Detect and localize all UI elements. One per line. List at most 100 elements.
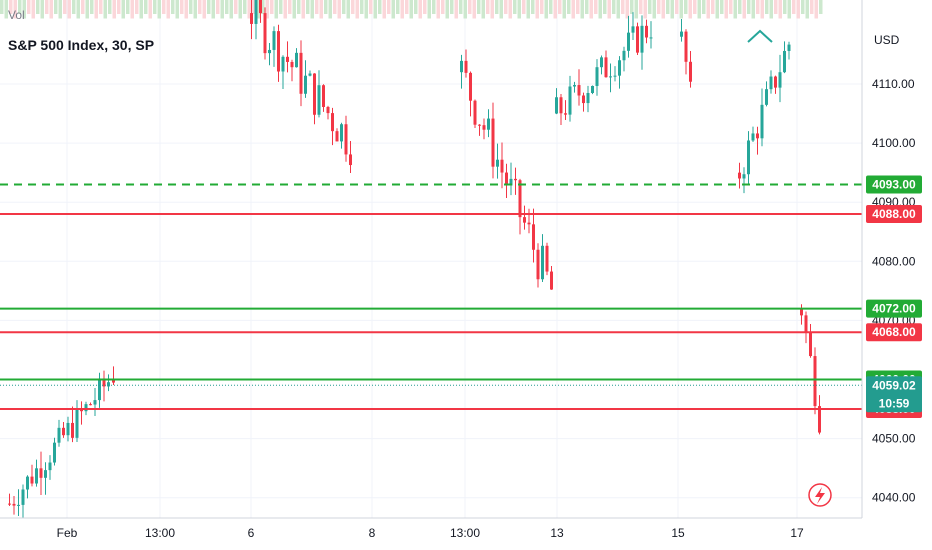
y-tick-label: 4050.00 [872,432,916,446]
candle-body [559,97,563,114]
volume-bar [517,0,521,19]
volume-bar [90,0,94,14]
volume-bar [252,0,256,14]
volume-bar [702,0,706,14]
volume-bar [580,0,584,19]
price-axis-background [862,0,932,518]
volume-bar [436,0,440,19]
candle-body [742,174,746,179]
candle-body [84,404,88,412]
volume-bar [801,0,805,14]
volume-bar [693,0,697,14]
candle-body [487,118,490,130]
candle-body [107,382,110,387]
volume-bar [333,0,337,14]
level-tag-label: 4068.00 [872,325,916,339]
volume-bar [130,0,134,19]
volume-bar [787,0,791,19]
candle-body [286,56,289,62]
volume-bar [126,0,130,14]
volume-bar [783,0,787,14]
level-tag-label: 4088.00 [872,207,916,221]
volume-bar [571,0,575,19]
candle-body [317,85,321,115]
volume-bar [63,0,67,14]
volume-bar [85,0,89,19]
candle-body [17,504,20,506]
volume-bar [594,0,598,14]
candle-body [112,379,115,383]
price-tags: 4093.004088.004072.004068.004060.004055.… [866,175,922,419]
volume-bar [427,0,431,19]
volume-bar [234,0,238,14]
time-axis[interactable]: Feb 13:00 6 8 13:00 13 15 17 [0,517,862,540]
candle-body [751,133,755,141]
candle-body [627,32,630,51]
candle-body [595,67,599,86]
volume-bar [648,0,652,14]
volume-bar [661,0,665,19]
volume-bar [391,0,395,19]
volume-bar [166,0,170,19]
volume-bar [526,0,530,19]
candle-body [804,315,808,333]
candle-body [818,406,821,433]
grid [0,0,862,518]
volume-bar [733,0,737,19]
candle-body [62,427,65,436]
volume-bar [490,0,494,19]
candle-body [313,73,316,115]
candle-body [44,470,47,478]
volume-bar [481,0,485,19]
candle-body [550,271,553,290]
volume-bar [472,0,476,19]
volume-bar [261,0,265,14]
volume-bar [621,0,625,14]
volume-bar [711,0,715,14]
volume-bar [769,0,773,19]
volume-bar [288,0,292,14]
volume-bar [256,0,260,19]
bar-countdown-label: 10:59 [879,396,910,410]
chart-header: Vol S&P 500 Index, 30, SP [8,8,154,53]
candle-body [591,85,594,93]
candle-body [250,13,253,24]
volume-bar [652,0,656,19]
volume-bar [306,0,310,14]
volume-bar [67,0,71,19]
candle-body [263,13,267,54]
volume-bar [765,0,769,14]
volume-bar [207,0,211,14]
volume-bar [283,0,287,19]
volume-bar [684,0,688,14]
volume-bar [198,0,202,14]
horizontal-levels[interactable] [0,183,862,411]
candle-body [800,308,803,316]
volume-bar [468,0,472,14]
volume-bar [148,0,152,19]
candle-body [738,172,741,179]
candle-body [756,133,759,139]
candle-body [536,249,540,280]
volume-bar [706,0,710,19]
volume-bar [301,0,305,19]
candle-body [26,476,29,490]
volume-bar [135,0,139,14]
volume-bar [396,0,400,14]
volume-bar [243,0,247,14]
volume-bar [13,0,17,19]
candle-body [66,422,70,436]
volume-bar [117,0,121,14]
price-axis[interactable]: USD 4040.004050.004060.004070.004080.004… [861,0,932,518]
volume-bar [31,0,35,19]
volume-bar [432,0,436,14]
volume-bar [544,0,548,19]
volume-bar [657,0,661,14]
candle-body [30,476,34,484]
volume-bar [810,0,814,14]
volume-bar [612,0,616,14]
volume-bar [4,0,8,19]
volume-bar [157,0,161,19]
